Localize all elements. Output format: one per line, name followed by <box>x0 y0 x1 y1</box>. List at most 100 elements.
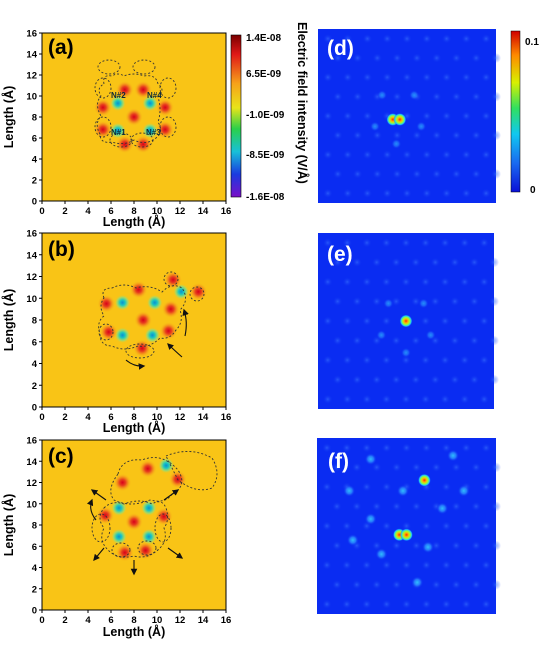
panel-f-mid-spot <box>375 548 388 561</box>
panel-a: (a) N#2 N#4 N#1 N#3 00 2 2 4 4 6 6 8 8 10 10 12 12 14… <box>1 29 231 230</box>
y-tick-label: 2 <box>32 176 37 187</box>
panel-a-spot-positive <box>115 80 134 99</box>
lattice-dot <box>449 335 460 346</box>
x-tick-label: 6 <box>108 615 113 626</box>
lattice-dot <box>471 579 482 590</box>
panel-f-mid-spot <box>364 512 377 525</box>
lattice-dot <box>391 296 402 307</box>
lattice-dot <box>402 33 412 44</box>
x-tick-label: 2 <box>62 615 67 626</box>
x-tick-label: 14 <box>198 412 209 423</box>
panel-e-mid-spot <box>418 298 429 309</box>
lattice-dot <box>322 33 333 44</box>
lattice-dot <box>322 188 333 199</box>
panel-b-spot-positive <box>159 321 178 340</box>
lattice-dot <box>391 374 402 385</box>
lattice-dot <box>361 599 372 610</box>
lattice-dot <box>459 316 470 326</box>
lattice-dot <box>461 149 472 160</box>
panel-a-spot-positive <box>156 120 175 139</box>
panel-b-spot-positive <box>99 323 118 341</box>
lattice-dot <box>440 316 451 326</box>
panel-b-ylabel: Length (Å) <box>1 289 16 351</box>
panel-b: (b) 00 2 2 4 4 6 6 8 8 10 10 12 12 14 14 16 16 Length (Å… <box>1 229 231 436</box>
lattice-dot <box>401 394 411 405</box>
panel-b-spot-positive <box>134 311 153 329</box>
y-tick-label: 12 <box>26 478 37 489</box>
lattice-dot <box>421 560 432 571</box>
x-tick-label: 8 <box>131 615 136 626</box>
lattice-dot <box>352 257 363 268</box>
lattice-dot <box>481 188 492 199</box>
lattice-dot <box>431 579 442 590</box>
x-tick-label: 4 <box>85 206 91 217</box>
panel-b-field-area <box>42 233 226 407</box>
lattice-dot <box>491 540 501 551</box>
lattice-dot <box>421 442 432 453</box>
point-label-n4: N#4 <box>147 91 162 100</box>
lattice-dot <box>411 130 422 141</box>
panel-a-spot-positive <box>93 98 112 117</box>
lattice-dot <box>381 521 392 531</box>
lattice-dot <box>332 53 343 63</box>
panel-c-contours <box>91 451 218 558</box>
lattice-dot <box>481 33 492 44</box>
lattice-dot <box>420 316 431 326</box>
lattice-dot <box>331 579 342 590</box>
colorbar-left-label-2: 6.5E-09 <box>246 69 281 80</box>
lattice-dot <box>351 501 362 512</box>
panel-c-ylabel: Length (Å) <box>1 494 16 556</box>
lattice-dot <box>332 257 343 268</box>
lattice-dot <box>481 599 492 610</box>
lattice-dot <box>441 521 452 531</box>
x-tick-label: 8 <box>131 412 136 423</box>
lattice-dot <box>459 355 470 366</box>
colorbar-left-label-3: -1.0E-09 <box>246 110 285 121</box>
lattice-dot <box>381 276 392 287</box>
lattice-dot <box>479 355 490 366</box>
x-tick-label: 6 <box>108 412 113 423</box>
lattice-dot <box>342 276 353 287</box>
x-tick-label: 16 <box>221 412 232 423</box>
lattice-dot <box>461 442 472 453</box>
lattice-dot <box>381 481 392 492</box>
panel-c-spot-negative <box>158 457 175 474</box>
lattice-dot <box>410 374 421 385</box>
lattice-dot <box>342 237 353 248</box>
panel-b-xlabel: Length (Å) <box>103 420 165 435</box>
panel-d-mid-spot <box>416 121 427 132</box>
colorbar-left: 1.4E-08 6.5E-09 -1.0E-09 -8.5E-09 -1.6E-… <box>230 22 310 203</box>
x-tick-label: 10 <box>152 206 163 217</box>
x-tick-label: 12 <box>175 615 186 626</box>
lattice-dot <box>342 72 353 83</box>
lattice-dot <box>342 111 353 121</box>
panel-f-mid-spot <box>364 453 377 466</box>
y-tick-label: 12 <box>26 272 37 283</box>
panel-c-arrows <box>86 489 184 576</box>
colorbar-right-label-top: 0.1 <box>525 37 539 48</box>
y-tick-label: 4 <box>32 359 38 370</box>
lattice-dot <box>431 53 442 63</box>
lattice-dot <box>332 130 343 141</box>
lattice-dot <box>332 374 343 385</box>
lattice-dot <box>332 296 343 307</box>
panel-a-spot-positive <box>115 135 134 154</box>
panel-b-spot-negative <box>114 327 131 344</box>
lattice-dot <box>471 540 482 551</box>
panel-e-mid-spot <box>401 347 411 358</box>
x-tick-label: 4 <box>85 412 91 423</box>
lattice-dot <box>362 188 373 199</box>
y-tick-label: 4 <box>32 155 38 166</box>
lattice-dot <box>392 91 403 102</box>
colorbar-left-title: Electric field intensity (V/Å) <box>295 22 310 184</box>
lattice-dot <box>391 257 402 268</box>
panel-b-spot-negative <box>114 294 131 311</box>
lattice-dot <box>479 276 490 287</box>
lattice-dot <box>322 355 333 366</box>
lattice-dot <box>381 316 392 326</box>
lattice-dot <box>351 462 362 473</box>
lattice-dot <box>451 462 462 473</box>
panel-f-mid-spot <box>396 484 409 497</box>
lattice-dot <box>361 442 372 453</box>
y-tick-label: 6 <box>32 134 37 145</box>
